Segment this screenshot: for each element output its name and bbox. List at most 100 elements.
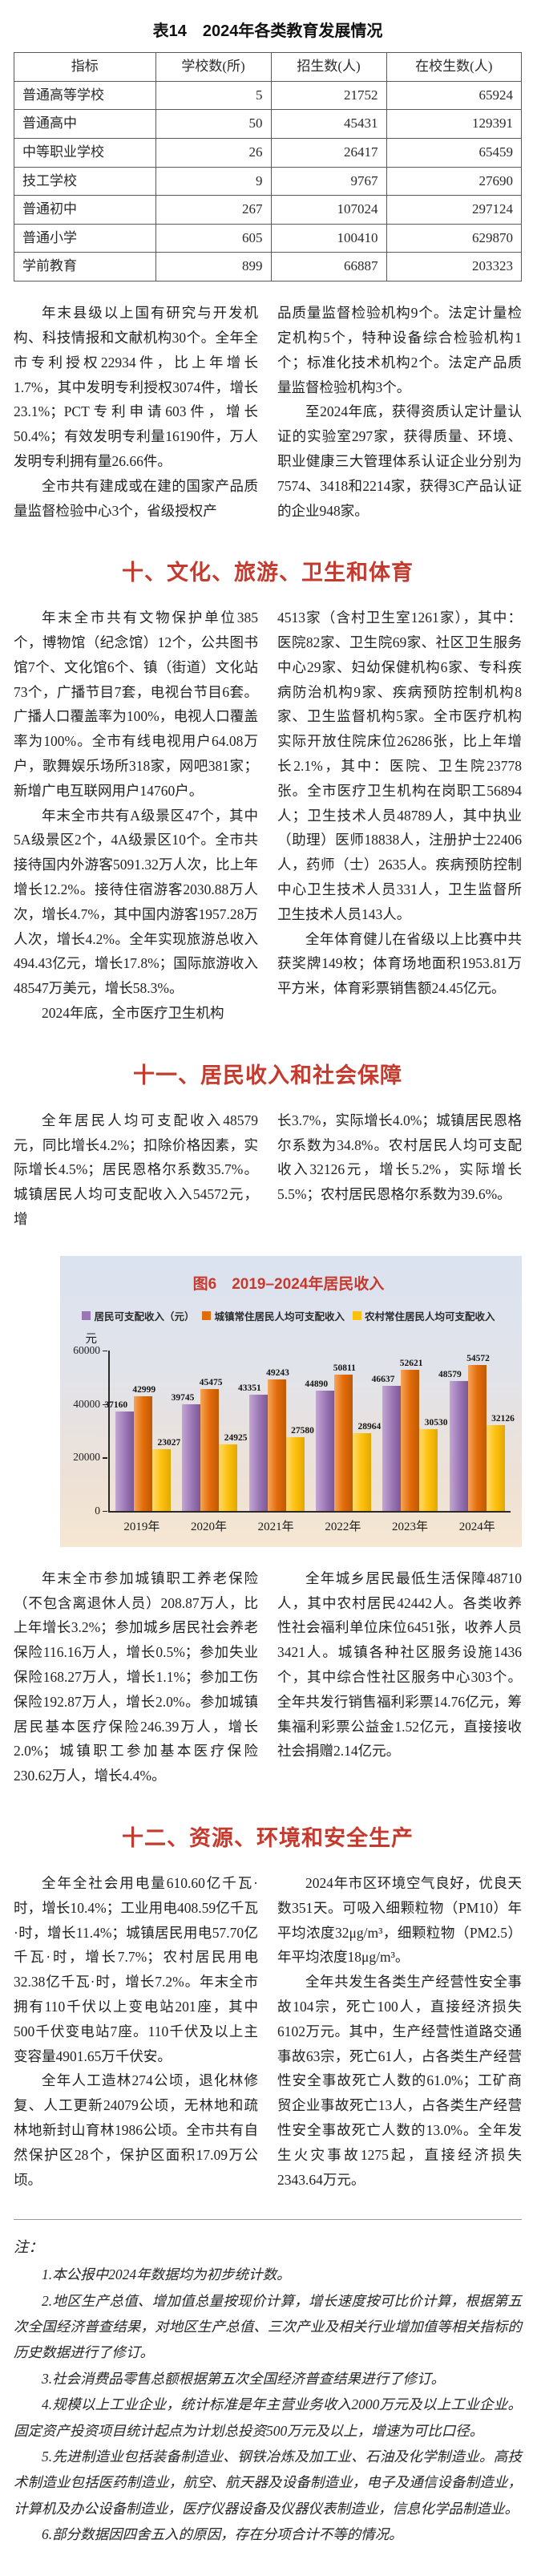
right-column: 4513家（含村卫生室1261家），其中：医院82家、卫生院69家、社区卫生服务… [277,606,522,1026]
bar [467,1364,487,1511]
y-tick-label: 20000 [73,1451,107,1464]
notes-label: 注： [14,2240,44,2257]
table-header-cell: 指标 [14,52,156,82]
bar-group: 37160 42999 23027 [104,1351,180,1511]
y-axis-unit: 元 [85,1332,98,1346]
bar-slot: 46637 [372,1351,402,1511]
table-cell: 297124 [386,195,523,225]
social-security-text-block: 年末全市参加城镇职工养老保险（不包含离退休人员）208.87万人，比上年增长3.… [14,1566,522,1788]
table-cell: 45431 [270,109,387,139]
x-axis-label: 2022年 [325,1520,361,1533]
table-cell: 9767 [270,166,387,196]
left-column: 年末全市共有文物保护单位385个，博物馆（纪念馆）12个，公共图书馆7个、文化馆… [14,606,258,1026]
table-row: 中等职业学校 26 26417 65459 [14,137,523,168]
bar-value-label: 48579 [438,1369,462,1379]
bar-slot: 50811 [333,1351,356,1511]
figure6-chart: 图6 2019–2024年居民收入 居民可支配收入（元） 城镇常住居民人均可支配收… [60,1255,522,1547]
bar-slot: 32126 [486,1351,515,1511]
note-item: 2.地区生产总值、增加值总量按现价计算，增长速度按可比价计算，根据第五次全国经济… [14,2292,522,2361]
legend-swatch-icon [202,1310,212,1320]
bar-slot: 30530 [419,1351,448,1511]
x-axis-label: 2019年 [123,1520,160,1533]
bar [134,1395,153,1511]
paragraph: 全年城乡居民最低生活保障48710人，其中农村居民42442人。各类收养性社会福… [277,1569,522,1760]
y-tick-label: 60000 [73,1343,107,1356]
table-cell: 50 [155,109,272,139]
legend-label: 城镇常住居民人均可支配收入 [214,1310,345,1322]
bar [200,1389,220,1511]
table-cell: 5 [155,80,272,111]
paragraph: 全年共发生各类生产经营性安全事故104宗，死亡100人，直接经济损失6102万元… [277,1974,522,2188]
resources-text-block: 全年全社会用电量610.60亿千瓦·时，增长10.4%；工业用电408.59亿千… [14,1871,522,2192]
bar-value-label: 46637 [371,1375,395,1385]
paragraph: 全年全社会用电量610.60亿千瓦·时，增长10.4%；工业用电408.59亿千… [14,1875,258,2064]
table-cell: 129391 [386,109,523,139]
table-cell: 学前教育 [14,252,156,282]
bar-group: 48579 54572 32126 [438,1351,515,1511]
table-header-cell: 在校生数(人) [386,52,523,82]
table-cell: 普通高等学校 [14,80,156,111]
note-item: 3.社会消费品零售总额根据第五次全国经济普查结果进行了修订。 [42,2370,446,2387]
bar [115,1411,135,1511]
bar-slot: 44890 [305,1351,335,1511]
bar-value-label: 28964 [357,1422,382,1432]
bar-value-label: 37160 [104,1399,128,1410]
chart-title: 图6 2019–2024年居民收入 [192,1275,385,1293]
paragraph: 全年体育健儿在省级以上比赛中共获奖牌149枚；体育场地面积1953.81万平方米… [277,930,522,997]
left-column: 全年全社会用电量610.60亿千瓦·时，增长10.4%；工业用电408.59亿千… [14,1871,258,2192]
bar-slot: 27580 [285,1351,314,1511]
bar-value-label: 50811 [333,1363,356,1374]
section-title-culture: 十、文化、旅游、卫生和体育 [122,561,414,585]
table-cell: 899 [155,252,272,282]
bar [267,1379,286,1511]
section-title-resources: 十二、资源、环境和安全生产 [122,1826,414,1850]
bar-group: 46637 52621 30530 [372,1351,448,1511]
bar-value-label: 45475 [199,1378,223,1388]
bar-slot: 45475 [200,1351,223,1511]
bar-value-label: 49243 [266,1367,289,1378]
right-column: 全年城乡居民最低生活保障48710人，其中农村居民42442人。各类收养性社会福… [277,1566,522,1788]
education-table: 指标 学校数(所) 招生数(人) 在校生数(人) 普通高等学校 5 21752 65924 普… [14,52,523,282]
legend-item: 农村常住居民人均可支配收入 [353,1308,495,1323]
bar [182,1404,201,1511]
table-row: 学前教育 899 66887 203323 [14,252,523,282]
bar-slot: 24925 [219,1351,248,1511]
bar-slot: 23027 [152,1351,180,1511]
table-cell: 26 [155,137,272,168]
note-item: 1.本公报中2024年数据均为初步统计数。 [42,2266,291,2283]
bar [382,1386,402,1511]
paragraph: 年末县级以上国有研究与开发机构、科技情报和文献机构30个。全年全市专利授权229… [14,305,258,469]
notes-block: 注： 1.本公报中2024年数据均为初步统计数。 2.地区生产总值、增加值总量按… [14,2236,522,2547]
right-column: 2024年市区环境空气良好，优良天数351天。可吸入细颗粒物（PM10）年平均浓… [277,1871,522,2192]
table-cell: 9 [155,166,272,196]
left-column: 年末全市参加城镇职工养老保险（不包含离退休人员）208.87万人，比上年增长3.… [14,1566,258,1788]
right-column: 品质量监督检验机构9个。法定计量检定机构5个，特种设备综合检验机构1个；标准化技… [277,301,522,523]
x-axis-label: 2021年 [257,1520,294,1533]
chart-plot: 37160 42999 23027 39745 45475 24925 43351 49243… [104,1350,515,1513]
edu-table-body: 普通高等学校 5 21752 65924 普通高中 50 45431 129391 中等职业学校… [14,80,523,282]
bar [248,1395,268,1511]
x-axis-label: 2023年 [392,1520,429,1533]
paragraph: 年末全市参加城镇职工养老保险（不包含离退休人员）208.87万人，比上年增长3.… [14,1569,258,1784]
bar [419,1429,438,1511]
bar-value-label: 39745 [171,1393,195,1403]
chart-legend: 居民可支配收入（元） 城镇常住居民人均可支配收入 农村常住居民人均可支配收入 [67,1308,511,1323]
note-item: 5.先进制造业包括装备制造业、钢铁冶炼及加工业、石油及化学制造业。高技术制造业包… [14,2448,522,2517]
y-tick-label: 40000 [73,1397,107,1410]
left-column: 全年居民人均可支配收入48579元，同比增长4.2%；扣除价格因素，实际增长4.… [14,1108,258,1232]
table-cell: 21752 [270,80,387,111]
plot-column: 37160 42999 23027 39745 45475 24925 43351 49243… [104,1350,515,1534]
chart-body: 元 0 20000 40000 60000 37160 42999 23027 39745 4… [67,1333,515,1534]
bar [334,1375,353,1511]
y-axis: 元 0 20000 40000 60000 [67,1333,108,1517]
bar [152,1449,172,1511]
table-row: 普通小学 605 100410 629870 [14,223,523,253]
table-row: 普通高中 50 45431 129391 [14,109,523,139]
bar-value-label: 42999 [132,1384,156,1395]
paragraph: 4513家（含村卫生室1261家），其中：医院82家、卫生院69家、社区卫生服务… [277,610,522,922]
legend-label: 居民可支配收入（元） [94,1310,195,1322]
table-cell: 65459 [386,137,523,168]
income-text-block: 全年居民人均可支配收入48579元，同比增长4.2%；扣除价格因素，实际增长4.… [14,1108,522,1232]
legend-item: 城镇常住居民人均可支配收入 [202,1308,345,1323]
table-cell: 26417 [270,137,387,168]
